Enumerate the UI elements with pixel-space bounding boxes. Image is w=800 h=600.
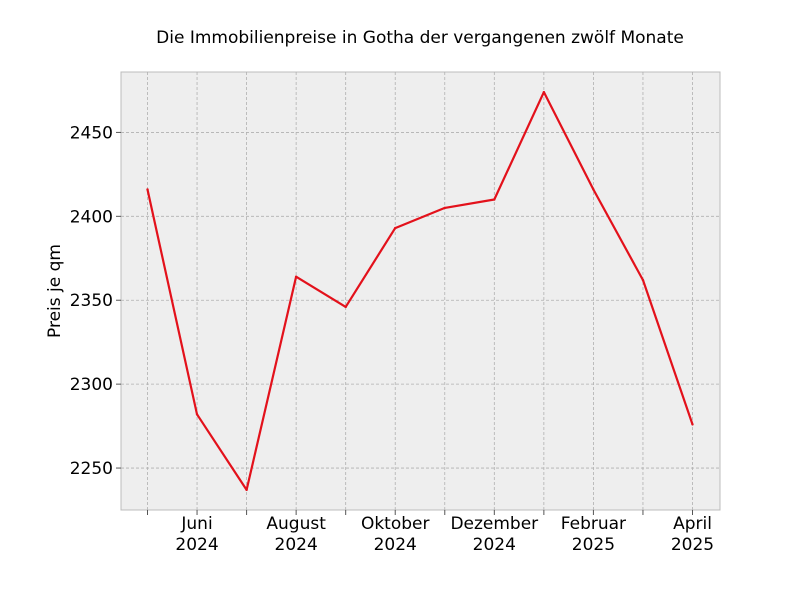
x-tick-year: 2024	[374, 535, 417, 555]
y-axis: 2250 2300 2350 2400 2450	[70, 123, 121, 479]
x-tick-month: Juni	[180, 514, 212, 534]
y-tick-label: 2300	[70, 375, 113, 395]
data-point	[344, 305, 347, 309]
y-tick-label: 2250	[70, 459, 113, 479]
x-tick-year: 2024	[473, 535, 516, 555]
x-tick-month: April	[673, 514, 712, 534]
x-tick-year: 2024	[275, 535, 318, 555]
x-tick-month: Oktober	[361, 514, 430, 534]
x-tick-label: Oktober 2024	[361, 514, 430, 555]
x-tick-year: 2025	[572, 535, 615, 555]
x-tick-month: Dezember	[450, 514, 538, 534]
series-layer	[146, 90, 694, 492]
x-tick-label: Juni 2024	[175, 514, 218, 555]
data-point	[394, 226, 397, 230]
x-tick-label: August 2024	[266, 514, 326, 555]
x-tick-year: 2025	[671, 535, 714, 555]
plot-area	[120, 71, 721, 511]
x-tick-label: April 2025	[671, 514, 714, 555]
data-point	[542, 90, 546, 94]
x-tick-label: Februar 2025	[561, 514, 626, 555]
y-axis-label: Preis je qm	[45, 244, 65, 338]
x-tick-label: Dezember 2024	[450, 514, 538, 555]
chart-title: Die Immobilienpreise in Gotha der vergan…	[156, 28, 684, 48]
grid	[121, 72, 720, 510]
y-tick-label: 2450	[70, 123, 113, 143]
data-point	[195, 413, 199, 416]
x-tick-year: 2024	[175, 535, 218, 555]
x-tick-month: August	[266, 514, 326, 534]
data-point	[691, 423, 694, 426]
data-point	[592, 188, 595, 191]
y-tick-label: 2350	[70, 291, 113, 311]
y-tick-label: 2400	[70, 207, 113, 227]
data-point	[294, 275, 298, 278]
data-point	[443, 206, 446, 210]
series-line	[146, 90, 694, 491]
data-point	[245, 488, 248, 492]
x-tick-month: Februar	[561, 514, 626, 534]
data-point	[641, 278, 645, 282]
data-point	[146, 188, 149, 191]
data-point	[493, 198, 496, 201]
